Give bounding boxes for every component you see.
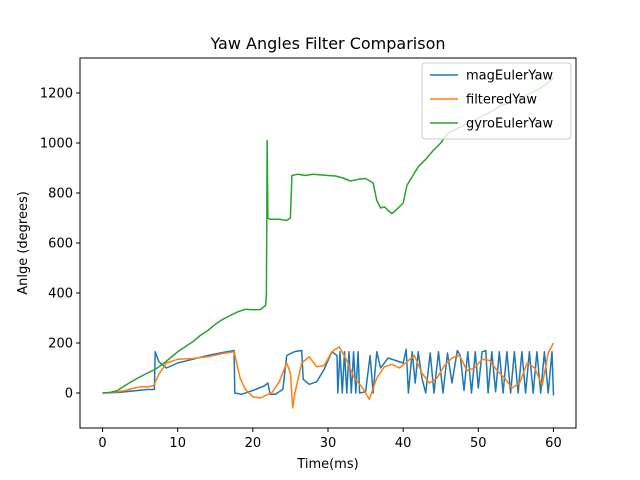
x-tick-label: 0 <box>98 436 106 451</box>
legend-label-magEulerYaw: magEulerYaw <box>466 69 553 84</box>
x-tick-label: 60 <box>545 436 562 451</box>
y-tick-label: 1000 <box>40 137 73 152</box>
y-tick-label: 1200 <box>40 87 73 102</box>
legend-label-gyroEulerYaw: gyroEulerYaw <box>466 117 553 132</box>
y-tick-label: 400 <box>48 287 73 302</box>
x-tick-label: 10 <box>169 436 186 451</box>
y-tick-label: 800 <box>48 187 73 202</box>
x-tick-label: 20 <box>245 436 262 451</box>
y-tick-label: 600 <box>48 237 73 252</box>
legend-label-filteredYaw: filteredYaw <box>466 93 537 108</box>
y-tick-label: 0 <box>65 387 73 402</box>
y-tick-label: 200 <box>48 337 73 352</box>
x-axis: 0 10 20 30 40 50 60 <box>98 428 562 451</box>
x-tick-label: 40 <box>395 436 412 451</box>
series-line-filteredYaw <box>102 342 555 409</box>
x-axis-label: Time(ms) <box>296 457 358 472</box>
y-axis: 0 200 400 600 800 1000 1200 <box>40 87 80 402</box>
x-tick-label: 30 <box>320 436 337 451</box>
x-tick-label: 50 <box>470 436 487 451</box>
legend: magEulerYaw filteredYaw gyroEulerYaw <box>421 62 572 140</box>
y-axis-label: Anlge (degrees) <box>16 191 31 295</box>
chart-title: Yaw Angles Filter Comparison <box>209 34 445 53</box>
series-line-magEulerYaw <box>102 348 555 396</box>
legend-box <box>421 62 572 140</box>
